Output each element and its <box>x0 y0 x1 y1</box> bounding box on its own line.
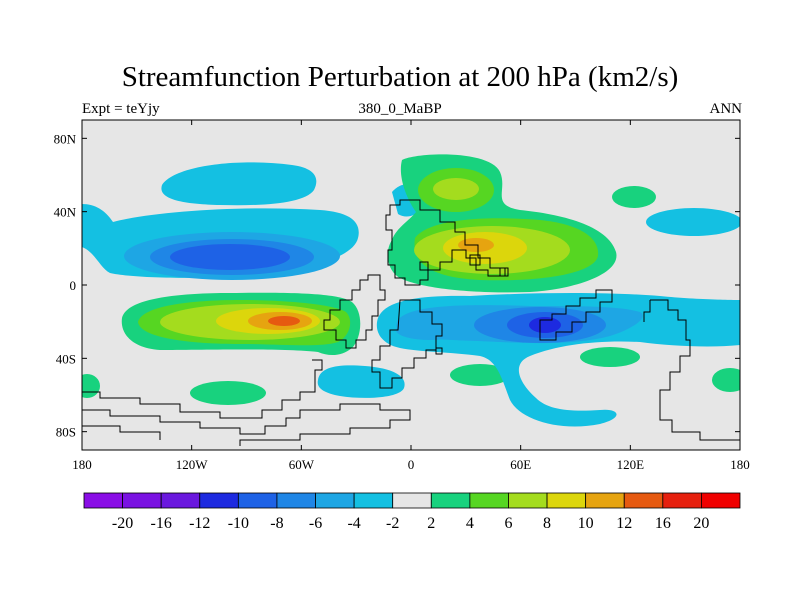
colorbar-swatch <box>662 492 702 509</box>
colorbar-label: -6 <box>309 515 322 532</box>
x-tick-label: 60E <box>510 457 531 472</box>
y-tick-label: 80S <box>56 425 76 440</box>
colorbar-swatch <box>508 492 548 509</box>
colorbar-label: -2 <box>386 515 399 532</box>
contour-fill <box>433 178 479 200</box>
colorbar: -20 -16 -12 -10 -8 -6 -4 -2 2 4 6 8 10 12 16 20 <box>83 492 741 532</box>
contour-fill <box>268 316 300 326</box>
colorbar-label: -20 <box>112 515 133 532</box>
coastline <box>323 274 386 349</box>
colorbar-label: 8 <box>543 515 551 532</box>
axis-layer: 180 120W 60W 0 60E 120E 180 80N 40N 0 40S 80S <box>54 120 750 472</box>
colorbar-swatch <box>392 492 432 509</box>
colorbar-swatch <box>469 492 509 509</box>
colorbar-swatch <box>237 492 278 509</box>
map-title: Streamfunction Perturbation at 200 hPa (… <box>121 61 679 93</box>
coastline-layer <box>82 199 740 446</box>
colorbar-swatch <box>83 492 123 509</box>
contour-fill <box>190 381 266 405</box>
coastline <box>82 425 161 440</box>
colorbar-label: 16 <box>655 515 671 532</box>
y-tick-label: 80N <box>54 131 77 146</box>
colorbar-swatch <box>315 492 355 509</box>
colorbar-swatch <box>122 492 162 509</box>
x-tick-label: 180 <box>72 457 92 472</box>
colorbar-label: -10 <box>228 515 249 532</box>
coastline <box>643 299 740 441</box>
colorbar-swatch <box>546 492 587 509</box>
colorbar-swatch <box>353 492 394 509</box>
y-tick-label: 0 <box>70 278 77 293</box>
colorbar-swatch <box>623 492 664 509</box>
contour-fill <box>529 317 561 333</box>
x-tick-label: 60W <box>289 457 315 472</box>
contour-fill <box>612 186 656 208</box>
coastline <box>82 403 411 446</box>
x-tick-label: 180 <box>730 457 750 472</box>
coastline <box>419 254 509 355</box>
experiment-label: Expt = teYjy <box>82 101 160 117</box>
contour-fill <box>580 347 640 367</box>
x-tick-label: 120E <box>617 457 645 472</box>
colorbar-swatch <box>430 492 471 509</box>
contour-fill <box>712 368 740 392</box>
colorbar-label: -8 <box>270 515 283 532</box>
colorbar-swatch <box>160 492 201 509</box>
contour-fill <box>161 162 317 206</box>
x-tick-label: 0 <box>408 457 415 472</box>
colorbar-label: -4 <box>347 515 360 532</box>
contour-fill <box>646 208 740 236</box>
period-label: 380_0_MaBP <box>358 101 442 117</box>
colorbar-swatch <box>199 492 239 509</box>
coastline <box>385 199 506 286</box>
coastline <box>539 289 613 341</box>
contour-fill <box>450 364 510 386</box>
colorbar-label: 12 <box>616 515 632 532</box>
colorbar-swatch <box>276 492 316 509</box>
colorbar-label: 10 <box>578 515 594 532</box>
coastline <box>82 359 323 419</box>
contour-fill <box>170 244 290 270</box>
colorbar-label: 4 <box>466 515 474 532</box>
y-tick-label: 40N <box>54 205 77 220</box>
colorbar-swatch <box>701 492 741 509</box>
colorbar-label: -12 <box>189 515 210 532</box>
colorbar-swatch <box>585 492 625 509</box>
contour-fill <box>82 374 100 398</box>
colorbar-label: 6 <box>504 515 512 532</box>
colorbar-label: -16 <box>151 515 172 532</box>
contour-fill <box>396 320 464 340</box>
contour-fill <box>317 365 405 398</box>
coastline <box>371 299 443 389</box>
colorbar-label: 20 <box>693 515 709 532</box>
contour-fill-layer <box>82 154 740 427</box>
season-label: ANN <box>709 101 743 117</box>
colorbar-label: 2 <box>427 515 435 532</box>
x-tick-label: 120W <box>176 457 209 472</box>
y-tick-label: 40S <box>56 351 76 366</box>
